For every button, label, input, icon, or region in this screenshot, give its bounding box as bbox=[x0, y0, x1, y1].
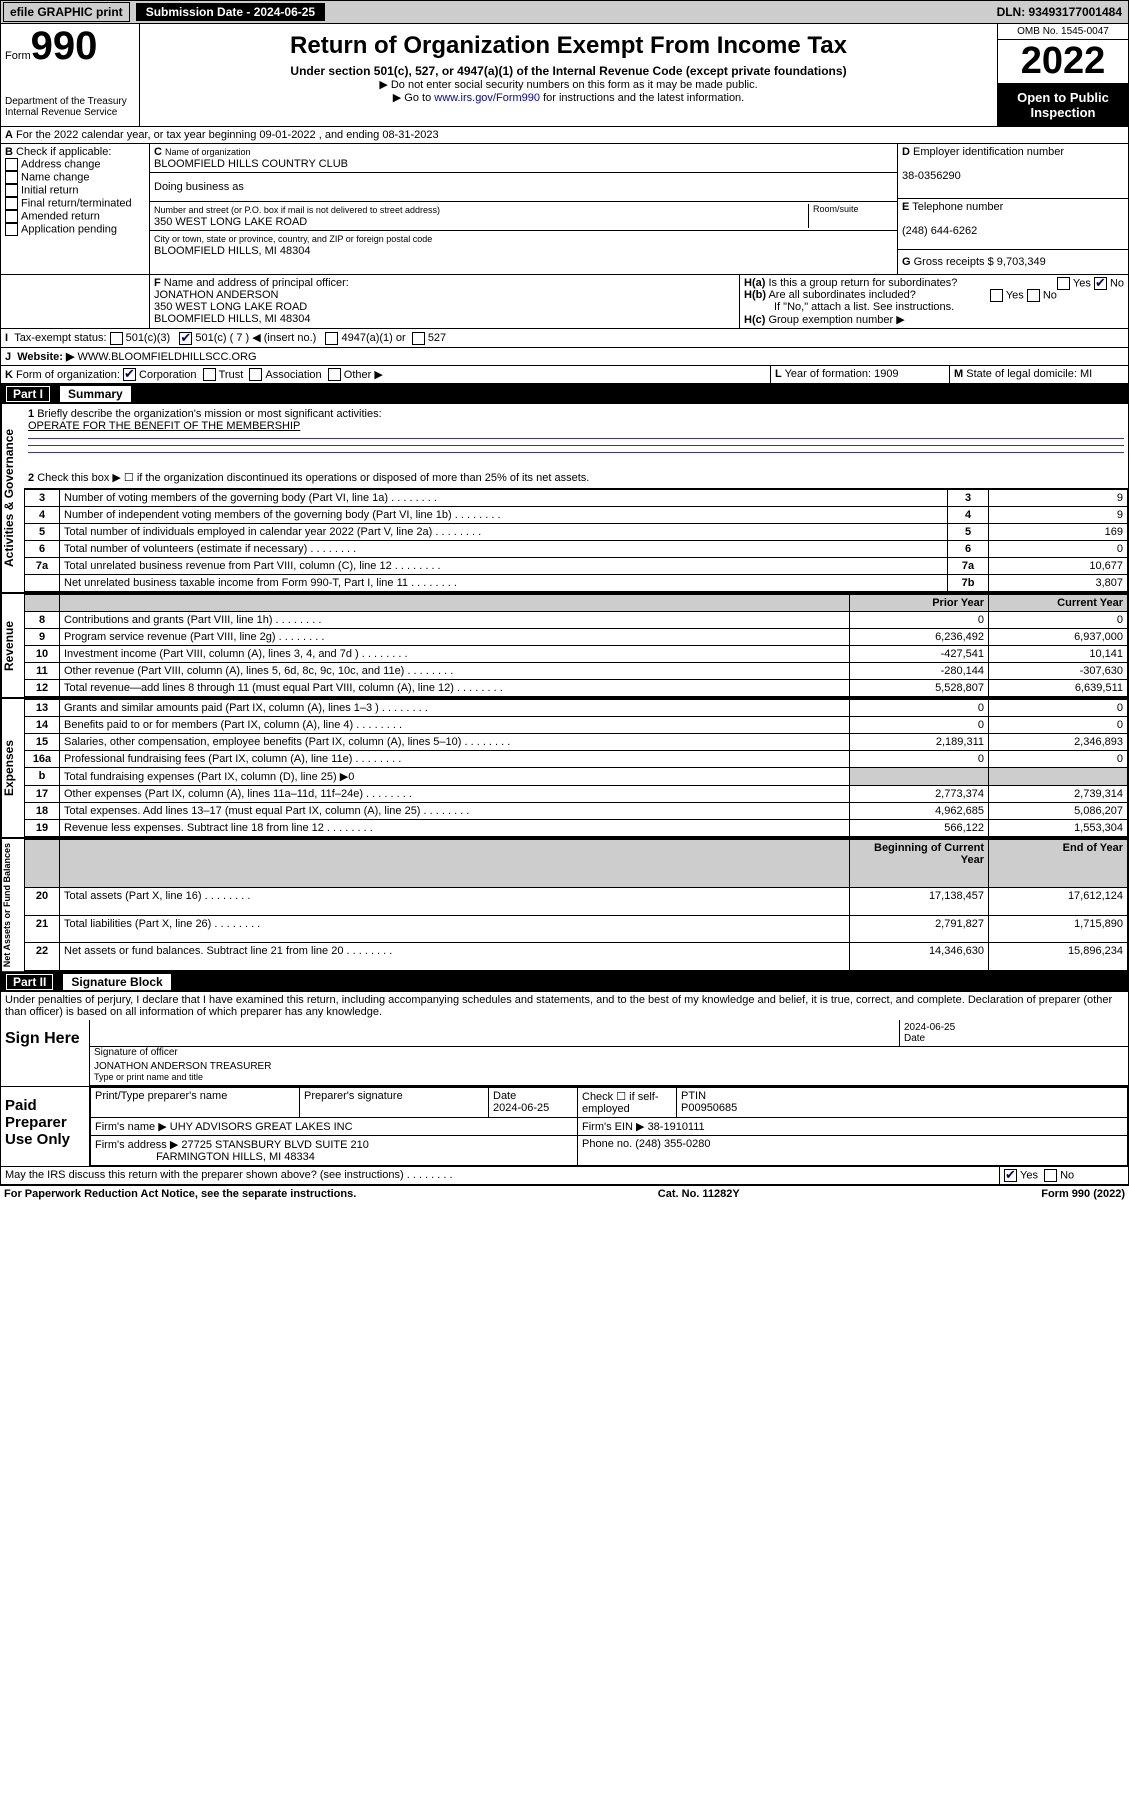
form-number-box: Form990 Department of the Treasury Inter… bbox=[1, 24, 140, 126]
form-ref: Form 990 (2022) bbox=[1041, 1188, 1125, 1200]
netassets-block: Net Assets or Fund Balances Beginning of… bbox=[0, 837, 1129, 972]
side-expenses: Expenses bbox=[1, 699, 24, 837]
ein: 38-0356290 bbox=[902, 170, 961, 182]
year-box: OMB No. 1545-0047 2022 Open to Public In… bbox=[997, 24, 1128, 126]
efile-label: efile GRAPHIC print bbox=[3, 2, 130, 22]
org-name: BLOOMFIELD HILLS COUNTRY CLUB bbox=[154, 158, 348, 170]
period-text: A For the 2022 calendar year, or tax yea… bbox=[1, 127, 1128, 143]
mission: OPERATE FOR THE BENEFIT OF THE MEMBERSHI… bbox=[28, 420, 300, 432]
firm-name: UHY ADVISORS GREAT LAKES INC bbox=[170, 1121, 353, 1133]
part1-bar: Part I Summary bbox=[0, 384, 1129, 404]
penalty-text: Under penalties of perjury, I declare th… bbox=[0, 992, 1129, 1020]
part1-body: Activities & Governance 1 Briefly descri… bbox=[0, 404, 1129, 592]
box-b: B Check if applicable: Address change Na… bbox=[1, 144, 150, 274]
box-h: H(a) Is this a group return for subordin… bbox=[740, 275, 1128, 328]
year-formed: 1909 bbox=[874, 368, 898, 380]
footer: For Paperwork Reduction Act Notice, see … bbox=[0, 1185, 1129, 1202]
open-inspection: Open to Public Inspection bbox=[998, 84, 1128, 126]
gov-lines-table: 3Number of voting members of the governi… bbox=[24, 489, 1128, 592]
box-c: C Name of organization BLOOMFIELD HILLS … bbox=[150, 144, 898, 274]
officer-group-row: F Name and address of principal officer:… bbox=[0, 275, 1129, 329]
website: WWW.BLOOMFIELDHILLSCC.ORG bbox=[77, 351, 256, 363]
form-number: 990 bbox=[31, 24, 98, 68]
box-deg: D Employer identification number 38-0356… bbox=[898, 144, 1128, 274]
side-netassets: Net Assets or Fund Balances bbox=[1, 839, 24, 971]
discuss-row: May the IRS discuss this return with the… bbox=[0, 1167, 1129, 1185]
part2-bar: Part II Signature Block bbox=[0, 972, 1129, 992]
form-title: Return of Organization Exempt From Incom… bbox=[144, 32, 993, 60]
dln-label: DLN: 93493177001484 bbox=[997, 5, 1122, 19]
org-city: BLOOMFIELD HILLS, MI 48304 bbox=[154, 245, 311, 257]
box-f: F Name and address of principal officer:… bbox=[150, 275, 740, 328]
form-word: Form bbox=[5, 50, 31, 62]
officer-name: JONATHON ANDERSON bbox=[154, 289, 278, 301]
org-address: 350 WEST LONG LAKE ROAD bbox=[154, 216, 307, 228]
gross-receipts: 9,703,349 bbox=[997, 256, 1046, 268]
entity-block: B Check if applicable: Address change Na… bbox=[0, 144, 1129, 275]
title-box: Return of Organization Exempt From Incom… bbox=[140, 24, 997, 126]
signer-name: JONATHON ANDERSON TREASURER bbox=[94, 1061, 271, 1072]
paid-preparer-block: Paid Preparer Use Only Print/Type prepar… bbox=[0, 1087, 1129, 1167]
status-row: I Tax-exempt status: 501(c)(3) 501(c) ( … bbox=[0, 329, 1129, 348]
note-link: ▶ Go to www.irs.gov/Form990 for instruct… bbox=[144, 91, 993, 104]
revenue-block: Revenue Prior YearCurrent Year 8Contribu… bbox=[0, 592, 1129, 697]
submission-date: Submission Date - 2024-06-25 bbox=[136, 3, 325, 21]
dba-label: Doing business as bbox=[150, 173, 897, 202]
note-ssn: ▶ Do not enter social security numbers o… bbox=[144, 78, 993, 91]
expenses-block: Expenses 13Grants and similar amounts pa… bbox=[0, 697, 1129, 837]
form-subtitle: Under section 501(c), 527, or 4947(a)(1)… bbox=[144, 64, 993, 78]
dept-label: Department of the Treasury Internal Reve… bbox=[5, 96, 135, 118]
tax-year: 2022 bbox=[998, 40, 1128, 84]
efile-topbar: efile GRAPHIC print Submission Date - 20… bbox=[0, 0, 1129, 24]
side-activities: Activities & Governance bbox=[1, 404, 24, 592]
side-revenue: Revenue bbox=[1, 594, 24, 697]
domicile-state: MI bbox=[1080, 368, 1092, 380]
org-form-row: K Form of organization: Corporation Trus… bbox=[0, 366, 1129, 385]
sign-here-block: Sign Here Signature of officer 2024-06-2… bbox=[0, 1020, 1129, 1087]
irs-link[interactable]: www.irs.gov/Form990 bbox=[434, 92, 540, 104]
phone: (248) 644-6262 bbox=[902, 225, 977, 237]
paperwork-notice: For Paperwork Reduction Act Notice, see … bbox=[4, 1188, 356, 1200]
omb-number: OMB No. 1545-0047 bbox=[998, 24, 1128, 40]
cat-no: Cat. No. 11282Y bbox=[658, 1188, 740, 1200]
period-row: A For the 2022 calendar year, or tax yea… bbox=[0, 127, 1129, 144]
paid-preparer-label: Paid Preparer Use Only bbox=[1, 1087, 90, 1166]
website-row: J Website: ▶ WWW.BLOOMFIELDHILLSCC.ORG bbox=[0, 348, 1129, 366]
sign-here-label: Sign Here bbox=[1, 1020, 90, 1086]
form-header: Form990 Department of the Treasury Inter… bbox=[0, 24, 1129, 127]
